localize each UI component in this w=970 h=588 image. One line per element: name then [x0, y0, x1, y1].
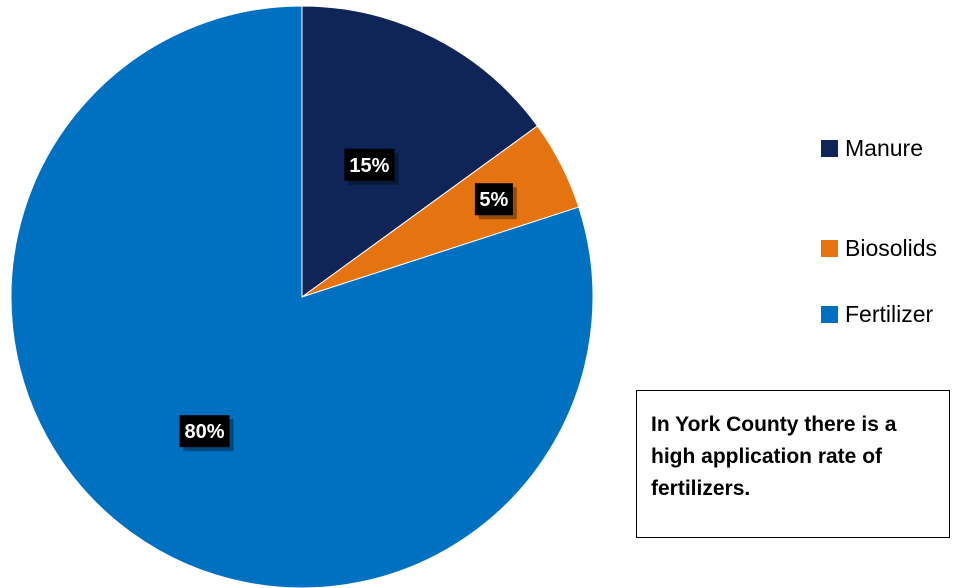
annotation-box: In York County there is a high applicati… [636, 390, 950, 538]
legend-label-fertilizer: Fertilizer [845, 301, 934, 327]
data-label-biosolids: 5% [474, 183, 517, 220]
pie-chart: 15% 5% 80% [10, 5, 594, 588]
legend-label-biosolids: Biosolids [845, 235, 938, 261]
legend-label-manure: Manure [845, 135, 923, 161]
data-label-text-fertilizer: 80% [184, 421, 224, 443]
legend-item-fertilizer[interactable]: Fertilizer [821, 301, 933, 328]
legend-swatch-manure [821, 140, 838, 157]
legend-swatch-fertilizer [821, 306, 838, 323]
legend-item-biosolids[interactable]: Biosolids [821, 235, 937, 262]
data-label-manure: 15% [344, 148, 399, 185]
data-label-fertilizer: 80% [179, 415, 234, 452]
annotation-text: In York County there is a high applicati… [651, 413, 897, 500]
legend-item-manure[interactable]: Manure [821, 135, 923, 162]
pie-slice-fertilizer[interactable] [10, 5, 594, 588]
data-label-text-biosolids: 5% [479, 189, 508, 211]
data-label-text-manure: 15% [349, 155, 389, 177]
legend-swatch-biosolids [821, 240, 838, 257]
pie-slice-manure[interactable] [301, 5, 539, 298]
